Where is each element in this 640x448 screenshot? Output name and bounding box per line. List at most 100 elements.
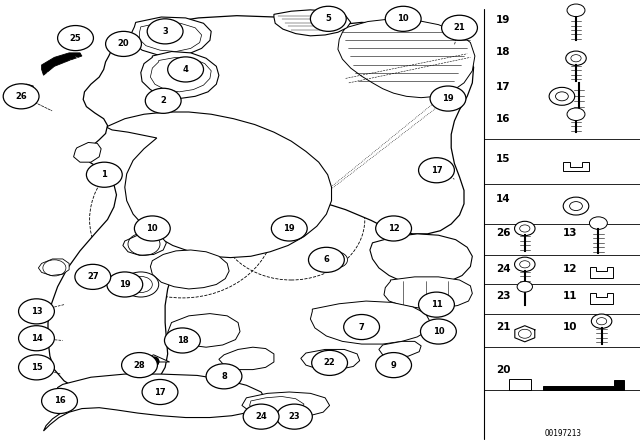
Circle shape bbox=[566, 51, 586, 65]
Circle shape bbox=[58, 26, 93, 51]
Text: 7: 7 bbox=[359, 323, 364, 332]
Polygon shape bbox=[74, 142, 101, 162]
Text: 19: 19 bbox=[496, 15, 510, 25]
Circle shape bbox=[344, 314, 380, 340]
Polygon shape bbox=[44, 374, 266, 431]
Circle shape bbox=[243, 404, 279, 429]
Bar bbox=[509, 379, 531, 390]
Circle shape bbox=[134, 216, 170, 241]
Circle shape bbox=[563, 197, 589, 215]
Polygon shape bbox=[168, 314, 240, 347]
Circle shape bbox=[556, 92, 568, 101]
Text: 16: 16 bbox=[54, 396, 65, 405]
Text: 9: 9 bbox=[391, 361, 396, 370]
Text: 6: 6 bbox=[323, 255, 330, 264]
Polygon shape bbox=[301, 349, 360, 370]
Text: 19: 19 bbox=[119, 280, 131, 289]
Circle shape bbox=[430, 86, 466, 111]
Circle shape bbox=[107, 272, 143, 297]
Text: 17: 17 bbox=[496, 82, 511, 92]
Circle shape bbox=[271, 216, 307, 241]
Text: 28: 28 bbox=[134, 361, 145, 370]
Polygon shape bbox=[379, 341, 421, 358]
Text: 1: 1 bbox=[101, 170, 108, 179]
Polygon shape bbox=[543, 380, 624, 390]
Text: 2: 2 bbox=[160, 96, 166, 105]
Text: 4: 4 bbox=[182, 65, 189, 74]
Text: 10: 10 bbox=[563, 322, 578, 332]
Text: 24: 24 bbox=[255, 412, 267, 421]
Circle shape bbox=[591, 314, 612, 328]
Text: 5: 5 bbox=[325, 14, 332, 23]
Text: 23: 23 bbox=[496, 291, 511, 301]
Circle shape bbox=[520, 225, 530, 232]
Text: 16: 16 bbox=[496, 114, 511, 124]
Circle shape bbox=[75, 264, 111, 289]
Text: 25: 25 bbox=[70, 34, 81, 43]
Circle shape bbox=[42, 388, 77, 414]
Text: 8: 8 bbox=[221, 372, 227, 381]
Circle shape bbox=[518, 329, 531, 338]
Text: 15: 15 bbox=[496, 154, 511, 164]
Circle shape bbox=[589, 217, 607, 229]
Polygon shape bbox=[563, 162, 589, 171]
Text: 11: 11 bbox=[431, 300, 442, 309]
Polygon shape bbox=[274, 10, 351, 36]
Polygon shape bbox=[138, 355, 170, 362]
Circle shape bbox=[517, 281, 532, 292]
Text: 27: 27 bbox=[87, 272, 99, 281]
Circle shape bbox=[310, 6, 346, 31]
Polygon shape bbox=[150, 250, 229, 289]
Text: 10: 10 bbox=[433, 327, 444, 336]
Circle shape bbox=[145, 88, 181, 113]
Polygon shape bbox=[219, 347, 274, 370]
Circle shape bbox=[19, 326, 54, 351]
Polygon shape bbox=[242, 392, 330, 418]
Polygon shape bbox=[338, 19, 475, 98]
Text: 18: 18 bbox=[496, 47, 511, 56]
Polygon shape bbox=[48, 16, 474, 396]
Circle shape bbox=[19, 299, 54, 324]
Text: 21: 21 bbox=[496, 322, 511, 332]
Polygon shape bbox=[384, 277, 472, 308]
Circle shape bbox=[515, 257, 535, 271]
Text: 18: 18 bbox=[177, 336, 188, 345]
Circle shape bbox=[206, 364, 242, 389]
Circle shape bbox=[19, 355, 54, 380]
Circle shape bbox=[168, 57, 204, 82]
Circle shape bbox=[312, 350, 348, 375]
Circle shape bbox=[567, 4, 585, 17]
Polygon shape bbox=[370, 234, 472, 284]
Text: 23: 23 bbox=[289, 412, 300, 421]
Text: 26: 26 bbox=[496, 228, 511, 238]
Text: 11: 11 bbox=[563, 291, 578, 301]
Polygon shape bbox=[141, 52, 219, 99]
Circle shape bbox=[520, 261, 530, 268]
Polygon shape bbox=[310, 301, 430, 344]
Circle shape bbox=[420, 319, 456, 344]
Polygon shape bbox=[38, 259, 69, 276]
Text: 10: 10 bbox=[147, 224, 158, 233]
Text: 13: 13 bbox=[31, 307, 42, 316]
Circle shape bbox=[515, 221, 535, 236]
Polygon shape bbox=[590, 267, 613, 278]
Text: 20: 20 bbox=[496, 365, 511, 375]
Circle shape bbox=[549, 87, 575, 105]
Circle shape bbox=[142, 379, 178, 405]
Polygon shape bbox=[123, 234, 166, 255]
Circle shape bbox=[123, 272, 159, 297]
Text: 14: 14 bbox=[31, 334, 42, 343]
Text: 26: 26 bbox=[15, 92, 27, 101]
Text: 17: 17 bbox=[154, 388, 166, 396]
Circle shape bbox=[3, 84, 39, 109]
Circle shape bbox=[122, 353, 157, 378]
Polygon shape bbox=[590, 293, 613, 304]
Text: 15: 15 bbox=[31, 363, 42, 372]
Polygon shape bbox=[42, 53, 82, 75]
Text: 13: 13 bbox=[563, 228, 578, 238]
Circle shape bbox=[596, 318, 607, 325]
Text: 3: 3 bbox=[163, 27, 168, 36]
Text: 24: 24 bbox=[496, 264, 511, 274]
Text: 12: 12 bbox=[563, 264, 578, 274]
Circle shape bbox=[376, 216, 412, 241]
